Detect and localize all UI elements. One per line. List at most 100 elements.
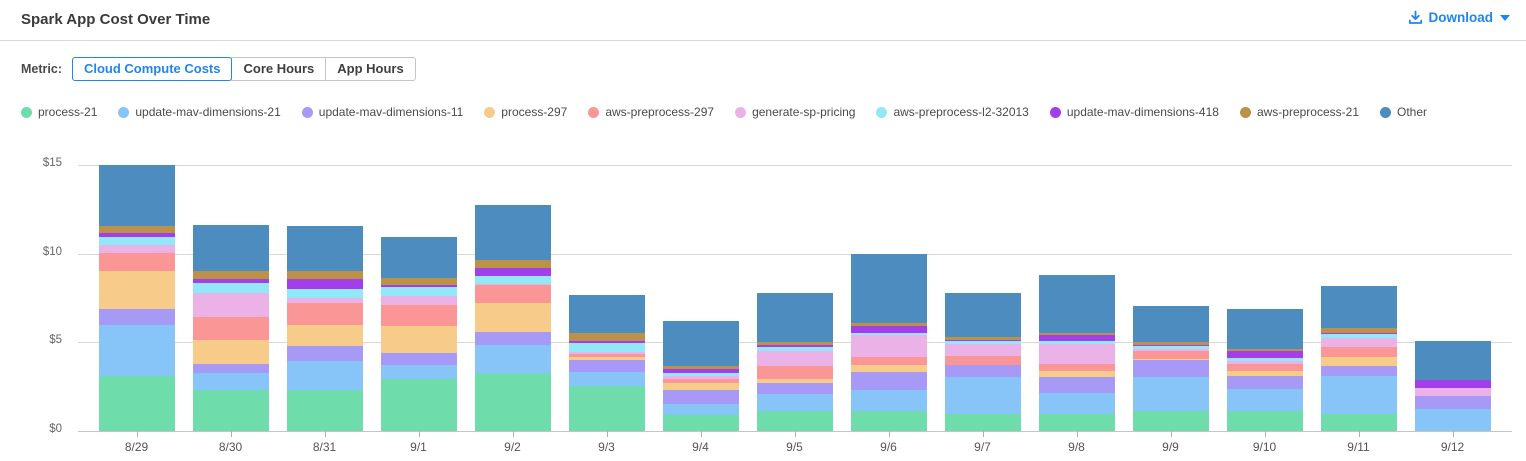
bar-segment-aws-preprocess-l2-32013[interactable] — [380, 287, 457, 297]
bar-segment-aws-preprocess-297[interactable] — [98, 252, 175, 272]
bar-segment-process-21[interactable] — [380, 378, 457, 431]
bar-segment-aws-preprocess-21[interactable] — [286, 271, 363, 280]
bar-segment-process-297[interactable] — [568, 357, 645, 361]
bar-segment-other[interactable] — [944, 292, 1021, 338]
bar-segment-aws-preprocess-297[interactable] — [1038, 363, 1115, 371]
bar-segment-aws-preprocess-l2-32013[interactable] — [1038, 340, 1115, 345]
bar-segment-process-297[interactable] — [944, 364, 1021, 366]
bar-segment-aws-preprocess-21[interactable] — [1038, 332, 1115, 336]
bar-segment-update-mav-dimensions-418[interactable] — [1414, 380, 1491, 388]
bar-segment-aws-preprocess-21[interactable] — [192, 271, 269, 279]
bar-segment-generate-sp-pricing[interactable] — [662, 376, 739, 379]
bar-segment-update-mav-dimensions-11[interactable] — [944, 365, 1021, 377]
bar-segment-aws-preprocess-297[interactable] — [756, 366, 833, 379]
legend-item-aws-preprocess-297[interactable]: aws-preprocess-297 — [588, 105, 714, 119]
bar-segment-process-21[interactable] — [98, 376, 175, 431]
bar-segment-update-mav-dimensions-418[interactable] — [568, 340, 645, 344]
bar-8-31[interactable] — [286, 226, 363, 431]
bar-segment-process-21[interactable] — [568, 385, 645, 431]
bar-9-6[interactable] — [850, 253, 927, 431]
bar-segment-other[interactable] — [568, 294, 645, 333]
bar-segment-other[interactable] — [98, 165, 175, 227]
bar-segment-aws-preprocess-297[interactable] — [380, 305, 457, 326]
bar-segment-process-21[interactable] — [756, 411, 833, 431]
bar-segment-update-mav-dimensions-418[interactable] — [474, 267, 551, 276]
bar-9-9[interactable] — [1132, 306, 1209, 431]
bar-segment-process-21[interactable] — [192, 390, 269, 431]
bar-segment-aws-preprocess-l2-32013[interactable] — [850, 332, 927, 336]
bar-segment-process-21[interactable] — [286, 390, 363, 431]
bar-segment-generate-sp-pricing[interactable] — [568, 352, 645, 354]
bar-segment-update-mav-dimensions-11[interactable] — [1132, 360, 1209, 377]
bar-segment-aws-preprocess-l2-32013[interactable] — [1226, 358, 1303, 361]
bar-segment-update-mav-dimensions-11[interactable] — [192, 363, 269, 374]
metric-option-cloud-compute-costs[interactable]: Cloud Compute Costs — [71, 57, 233, 81]
bar-segment-generate-sp-pricing[interactable] — [756, 351, 833, 367]
bar-segment-process-297[interactable] — [850, 364, 927, 373]
bar-segment-update-mav-dimensions-418[interactable] — [192, 278, 269, 283]
bar-segment-aws-preprocess-21[interactable] — [756, 342, 833, 346]
bar-segment-update-mav-dimensions-21[interactable] — [662, 403, 739, 416]
bar-segment-aws-preprocess-297[interactable] — [1320, 346, 1397, 358]
bar-segment-other[interactable] — [1320, 285, 1397, 329]
bar-segment-update-mav-dimensions-21[interactable] — [1414, 408, 1491, 431]
bar-segment-process-297[interactable] — [1226, 370, 1303, 377]
bar-segment-aws-preprocess-l2-32013[interactable] — [98, 236, 175, 245]
bar-segment-aws-preprocess-21[interactable] — [1320, 328, 1397, 333]
bar-segment-generate-sp-pricing[interactable] — [1132, 348, 1209, 352]
bar-segment-other[interactable] — [474, 204, 551, 260]
bar-segment-update-mav-dimensions-21[interactable] — [944, 376, 1021, 415]
bar-segment-update-mav-dimensions-418[interactable] — [944, 339, 1021, 342]
bar-segment-update-mav-dimensions-21[interactable] — [1226, 389, 1303, 412]
bar-segment-other[interactable] — [1226, 308, 1303, 349]
bar-segment-update-mav-dimensions-11[interactable] — [474, 331, 551, 345]
download-button[interactable]: Download — [1408, 10, 1510, 25]
bar-9-7[interactable] — [944, 292, 1021, 431]
bar-segment-process-297[interactable] — [756, 378, 833, 384]
bar-9-10[interactable] — [1226, 308, 1303, 431]
bar-segment-update-mav-dimensions-418[interactable] — [756, 345, 833, 347]
bar-segment-other[interactable] — [850, 253, 927, 323]
legend-item-other[interactable]: Other — [1380, 105, 1427, 119]
bar-segment-update-mav-dimensions-21[interactable] — [756, 393, 833, 412]
bar-9-3[interactable] — [568, 294, 645, 431]
bar-segment-other[interactable] — [1132, 306, 1209, 343]
bar-segment-process-297[interactable] — [286, 324, 363, 346]
metric-option-app-hours[interactable]: App Hours — [325, 57, 416, 81]
bar-segment-aws-preprocess-l2-32013[interactable] — [1132, 345, 1209, 349]
bar-segment-aws-preprocess-l2-32013[interactable] — [192, 282, 269, 293]
bar-segment-generate-sp-pricing[interactable] — [1414, 387, 1491, 396]
bar-segment-update-mav-dimensions-21[interactable] — [1132, 376, 1209, 412]
legend-item-update-mav-dimensions-418[interactable]: update-mav-dimensions-418 — [1049, 105, 1219, 119]
bar-segment-aws-preprocess-21[interactable] — [850, 322, 927, 327]
bar-segment-aws-preprocess-l2-32013[interactable] — [1320, 334, 1397, 338]
bar-segment-process-21[interactable] — [944, 414, 1021, 431]
bar-segment-aws-preprocess-21[interactable] — [1226, 348, 1303, 352]
bar-segment-update-mav-dimensions-11[interactable] — [1226, 376, 1303, 390]
bar-segment-update-mav-dimensions-21[interactable] — [380, 364, 457, 379]
bar-8-29[interactable] — [98, 165, 175, 431]
bar-segment-update-mav-dimensions-418[interactable] — [380, 284, 457, 288]
bar-segment-generate-sp-pricing[interactable] — [850, 335, 927, 357]
bar-segment-aws-preprocess-l2-32013[interactable] — [568, 343, 645, 353]
bar-segment-aws-preprocess-l2-32013[interactable] — [662, 373, 739, 377]
bar-segment-update-mav-dimensions-418[interactable] — [1038, 335, 1115, 341]
bar-segment-aws-preprocess-21[interactable] — [662, 366, 739, 369]
bar-segment-process-297[interactable] — [662, 383, 739, 391]
bar-segment-process-21[interactable] — [1320, 414, 1397, 431]
bar-segment-update-mav-dimensions-418[interactable] — [1226, 351, 1303, 359]
bar-segment-update-mav-dimensions-11[interactable] — [286, 345, 363, 361]
bar-9-5[interactable] — [756, 292, 833, 431]
bar-segment-aws-preprocess-297[interactable] — [474, 284, 551, 304]
bar-8-30[interactable] — [192, 225, 269, 431]
bar-segment-aws-preprocess-21[interactable] — [1132, 342, 1209, 346]
legend-item-process-297[interactable]: process-297 — [484, 105, 567, 119]
bar-segment-update-mav-dimensions-21[interactable] — [1038, 392, 1115, 415]
metric-option-core-hours[interactable]: Core Hours — [231, 57, 327, 81]
bar-segment-aws-preprocess-l2-32013[interactable] — [756, 346, 833, 352]
bar-segment-process-297[interactable] — [1320, 357, 1397, 367]
bar-segment-process-21[interactable] — [662, 415, 739, 431]
bar-segment-aws-preprocess-21[interactable] — [380, 277, 457, 285]
bar-segment-update-mav-dimensions-11[interactable] — [568, 360, 645, 372]
bar-segment-aws-preprocess-l2-32013[interactable] — [474, 275, 551, 284]
